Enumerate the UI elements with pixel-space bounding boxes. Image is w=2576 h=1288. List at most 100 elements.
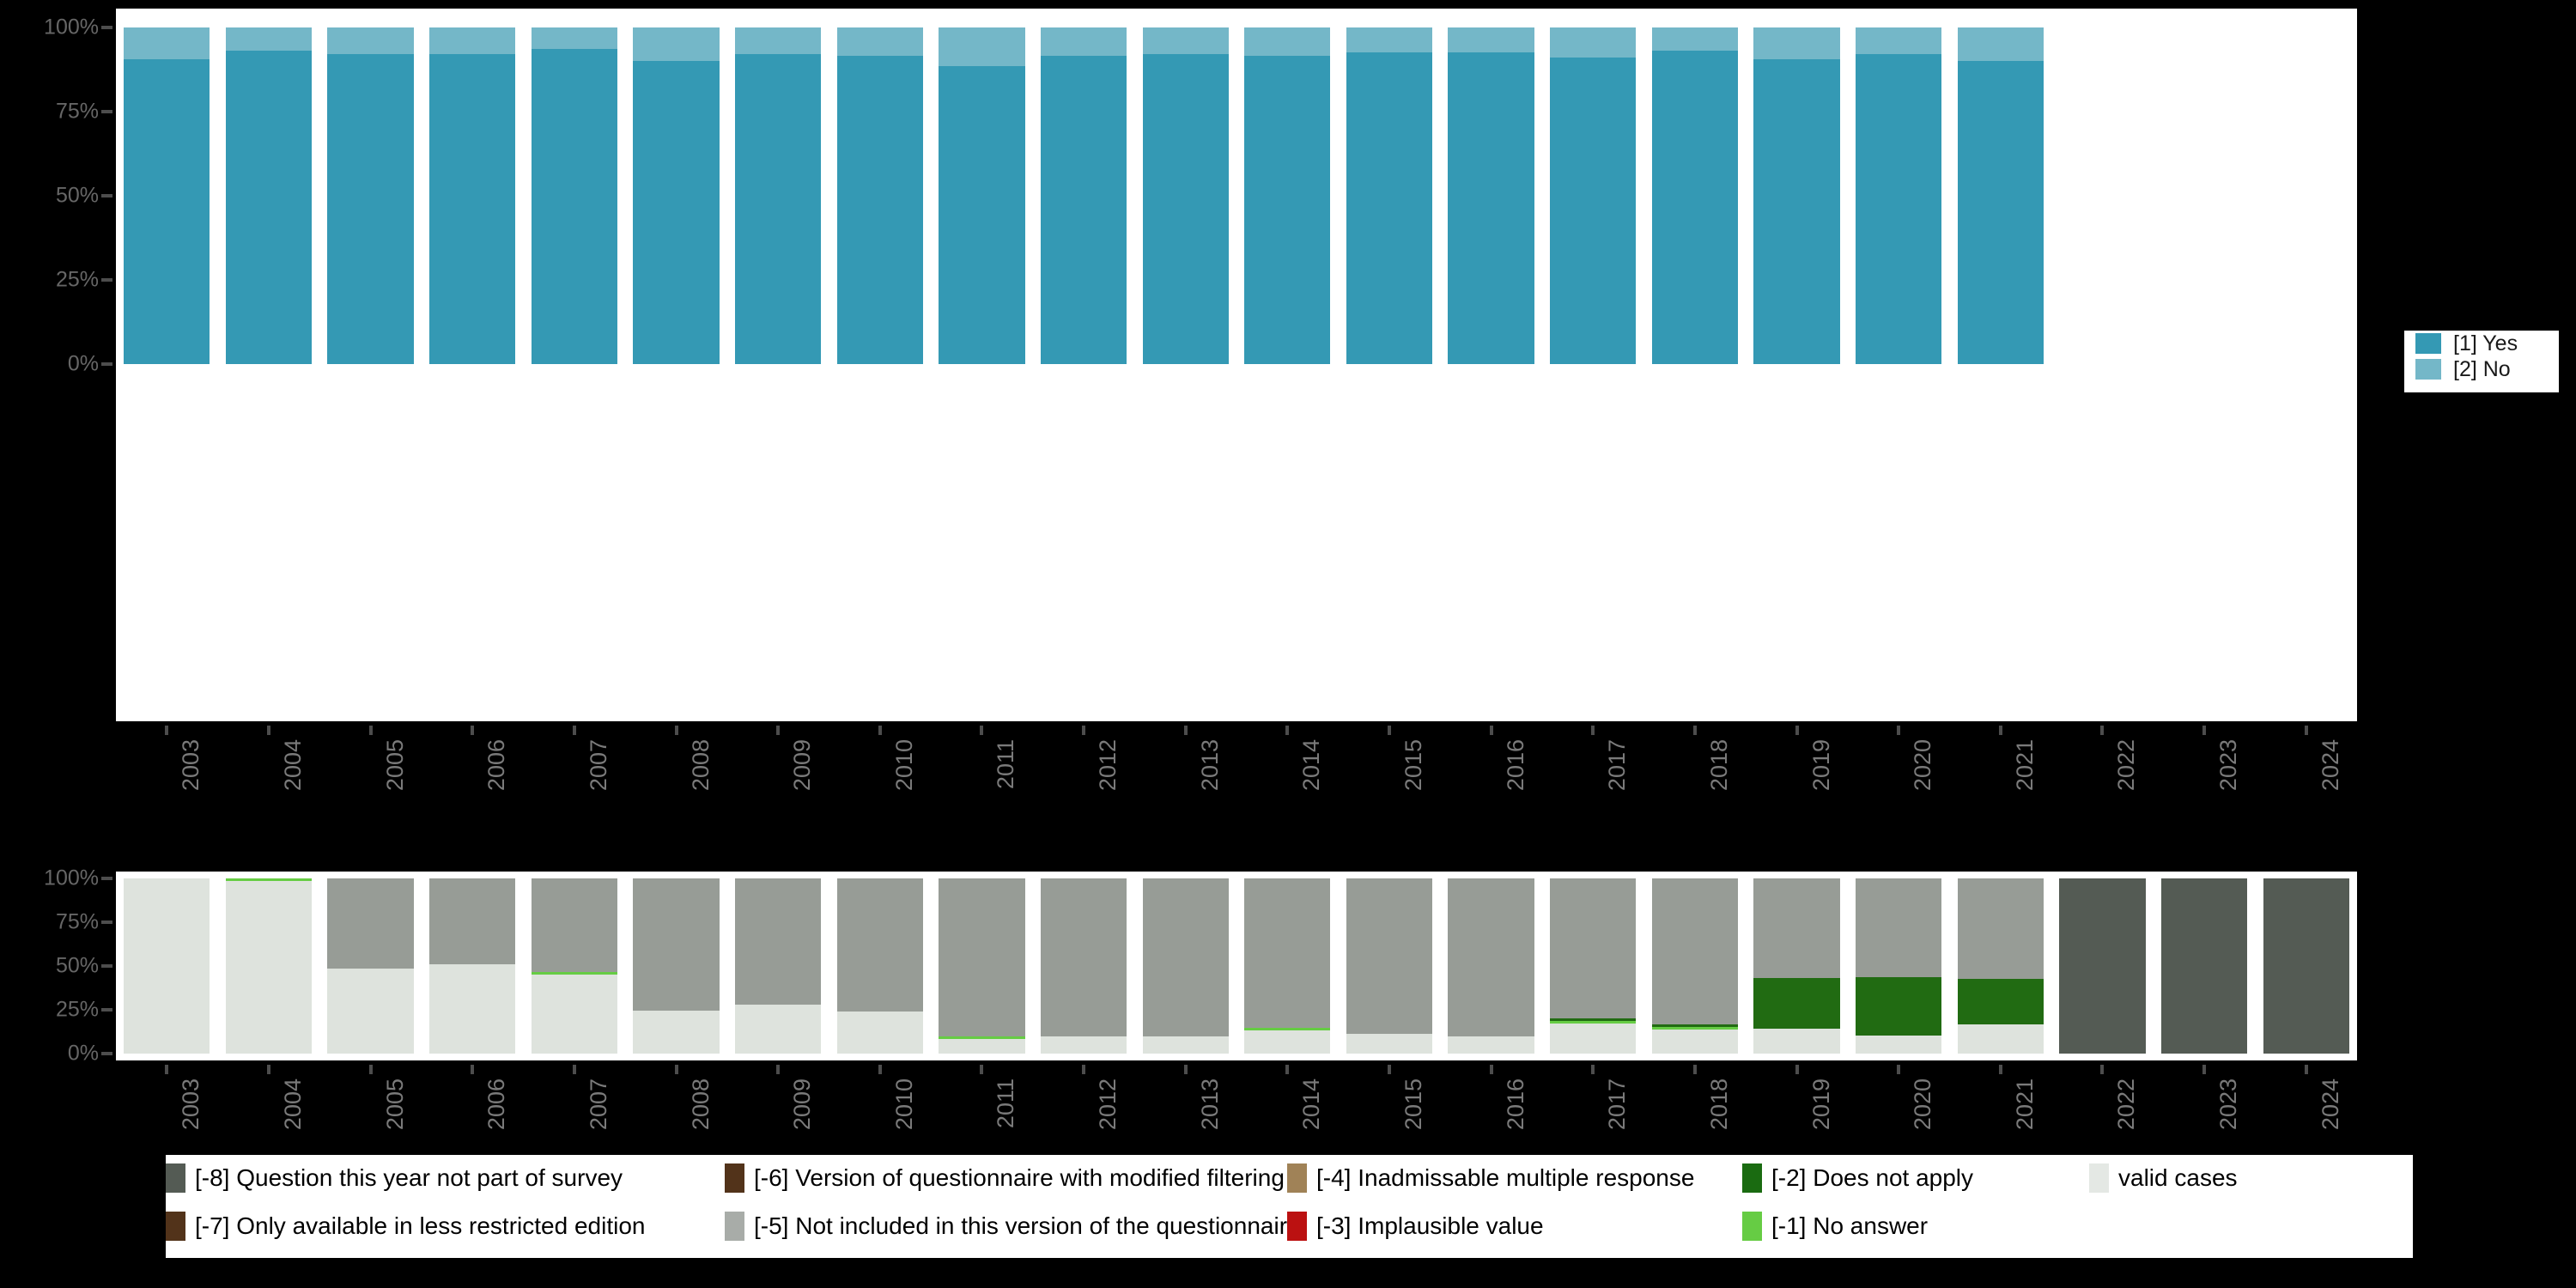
bottom-chart-x-tick-mark <box>2202 1065 2206 1074</box>
bottom-chart-x-tick-label: 2020 <box>1910 1078 1936 1130</box>
bottom-legend-item[interactable]: [-5] Not included in this version of the… <box>725 1212 1301 1241</box>
bottom-chart-x-tick-mark <box>878 1065 882 1074</box>
bottom-chart-bar-segment-not-included <box>532 878 617 972</box>
bottom-legend-item[interactable]: valid cases <box>2089 1163 2238 1193</box>
bottom-chart-plot-panel <box>116 872 2357 1060</box>
top-chart-x-axis: 2003200420052006200720082009201020112012… <box>116 726 2357 850</box>
top-chart-x-tick-label: 2006 <box>483 739 510 791</box>
top-chart-x-tick-label: 2018 <box>1706 739 1733 791</box>
bottom-chart-bar-segment-valid <box>1753 1029 1839 1054</box>
top-chart-x-tick-label: 2022 <box>2113 739 2140 791</box>
bottom-chart-x-tick-mark <box>1999 1065 2002 1074</box>
bottom-chart-x-tick-label: 2019 <box>1808 1078 1835 1130</box>
top-chart-x-tick-label: 2004 <box>280 739 307 791</box>
bottom-chart-bar-segment-not-included <box>1753 878 1839 978</box>
bottom-legend-label: [-3] Implausible value <box>1316 1212 1544 1240</box>
bottom-chart-x-tick-label: 2013 <box>1197 1078 1224 1130</box>
bottom-chart-x-tick-mark <box>267 1065 270 1074</box>
top-chart-x-tick-mark <box>1184 726 1188 735</box>
top-legend-label: [1] Yes <box>2453 331 2518 356</box>
bottom-chart-bar <box>1448 878 1534 1054</box>
top-legend-label: [2] No <box>2453 357 2511 382</box>
top-chart-bar-segment-yes <box>327 54 413 364</box>
bottom-legend-item[interactable]: [-2] Does not apply <box>1742 1163 1973 1193</box>
top-chart-x-tick-label: 2014 <box>1298 739 1325 791</box>
bottom-chart-x-tick-mark <box>1693 1065 1697 1074</box>
bottom-chart-bar <box>2059 878 2145 1054</box>
bottom-chart-bar <box>1346 878 1432 1054</box>
top-chart-x-tick-mark <box>878 726 882 735</box>
top-chart-bar-segment-yes <box>1550 58 1636 364</box>
bottom-chart-y-tick-label: 25% <box>56 998 99 1023</box>
top-chart-bar-segment-yes <box>532 49 617 364</box>
top-chart-bar-segment-yes <box>1958 61 2044 364</box>
bottom-chart-bar <box>1958 878 2044 1054</box>
bottom-chart-bar <box>2161 878 2247 1054</box>
bottom-chart-x-tick-mark <box>2305 1065 2308 1074</box>
top-legend-item[interactable]: [2] No <box>2415 356 2559 382</box>
bottom-chart-x-tick-mark <box>980 1065 983 1074</box>
top-chart-x-tick-mark <box>1897 726 1900 735</box>
top-chart-x-tick-label: 2005 <box>382 739 409 791</box>
bottom-chart-x-tick-label: 2016 <box>1503 1078 1529 1130</box>
bottom-chart-x-tick-label: 2004 <box>280 1078 307 1130</box>
bottom-chart-bars-area <box>116 878 2357 1054</box>
bottom-chart-x-tick-mark <box>1795 1065 1799 1074</box>
bottom-chart-bar-segment-valid <box>1550 1024 1636 1054</box>
top-chart-bar-segment-no <box>1448 27 1534 52</box>
bottom-chart-bar <box>633 878 719 1054</box>
bottom-chart-bar <box>735 878 821 1054</box>
top-chart-bar <box>1346 27 1432 364</box>
bottom-legend-swatch <box>166 1212 185 1241</box>
bottom-legend-item[interactable]: [-7] Only available in less restricted e… <box>166 1212 645 1241</box>
bottom-chart-bar-segment-valid <box>1244 1030 1330 1054</box>
top-chart-x-tick-mark <box>980 726 983 735</box>
bottom-legend-swatch <box>166 1163 185 1193</box>
bottom-chart-bar-segment-valid <box>1041 1036 1127 1054</box>
bottom-chart-bar-segment-not-included <box>327 878 413 969</box>
bottom-chart-bar-segment-not-part-of-survey <box>2161 878 2247 1054</box>
bottom-chart-y-tick-mark <box>101 920 112 924</box>
top-chart-plot-panel <box>116 9 2357 721</box>
bottom-chart-bar-segment-valid <box>532 975 617 1054</box>
bottom-chart-bar-segment-valid <box>1958 1024 2044 1054</box>
top-chart-bar-segment-no <box>1346 27 1432 52</box>
bottom-chart-x-tick-label: 2010 <box>891 1078 918 1130</box>
bottom-legend-item[interactable]: [-6] Version of questionnaire with modif… <box>725 1163 1285 1193</box>
top-chart-bar-segment-no <box>837 27 923 56</box>
bottom-chart-x-tick-mark <box>165 1065 168 1074</box>
top-chart-x-tick-mark <box>267 726 270 735</box>
top-chart-x-tick-label: 2003 <box>178 739 204 791</box>
top-chart-x-tick-label: 2016 <box>1503 739 1529 791</box>
bottom-legend-item[interactable]: [-1] No answer <box>1742 1212 1928 1241</box>
bottom-chart-x-tick-mark <box>1897 1065 1900 1074</box>
bottom-chart-y-tick-label: 0% <box>68 1042 99 1066</box>
top-chart-y-tick-mark <box>101 278 112 282</box>
top-legend-item[interactable]: [1] Yes <box>2415 331 2559 356</box>
top-chart-bar <box>735 27 821 364</box>
bottom-chart-bar-segment-valid <box>1856 1036 1941 1054</box>
top-chart-bar-segment-no <box>1856 27 1941 54</box>
bottom-legend-item[interactable]: [-3] Implausible value <box>1287 1212 1544 1241</box>
bottom-chart-x-tick-label: 2021 <box>2012 1078 2038 1130</box>
bottom-chart-bar <box>429 878 515 1054</box>
bottom-legend-item[interactable]: [-8] Question this year not part of surv… <box>166 1163 623 1193</box>
bottom-chart-bar <box>124 878 210 1054</box>
top-chart-x-tick-mark <box>1285 726 1289 735</box>
top-chart-y-axis: 0%25%50%75%100% <box>0 0 116 738</box>
top-legend-swatch <box>2415 333 2441 354</box>
bottom-chart-bar-segment-does-not-apply <box>1958 979 2044 1024</box>
top-chart-bar <box>939 27 1024 364</box>
bottom-chart-bar <box>1856 878 1941 1054</box>
top-chart-bar <box>633 27 719 364</box>
top-chart-bar-segment-no <box>1958 27 2044 61</box>
bottom-legend-item[interactable]: [-4] Inadmissable multiple response <box>1287 1163 1694 1193</box>
top-chart-bar <box>1652 27 1738 364</box>
top-chart-x-tick-label: 2007 <box>586 739 612 791</box>
bottom-chart-x-tick-mark <box>1388 1065 1391 1074</box>
top-chart-y-tick-label: 75% <box>56 100 99 125</box>
top-chart-y-tick-mark <box>101 110 112 113</box>
bottom-chart-bar <box>837 878 923 1054</box>
bottom-chart-bar-segment-valid <box>124 878 210 1054</box>
top-chart-bar <box>1958 27 2044 364</box>
